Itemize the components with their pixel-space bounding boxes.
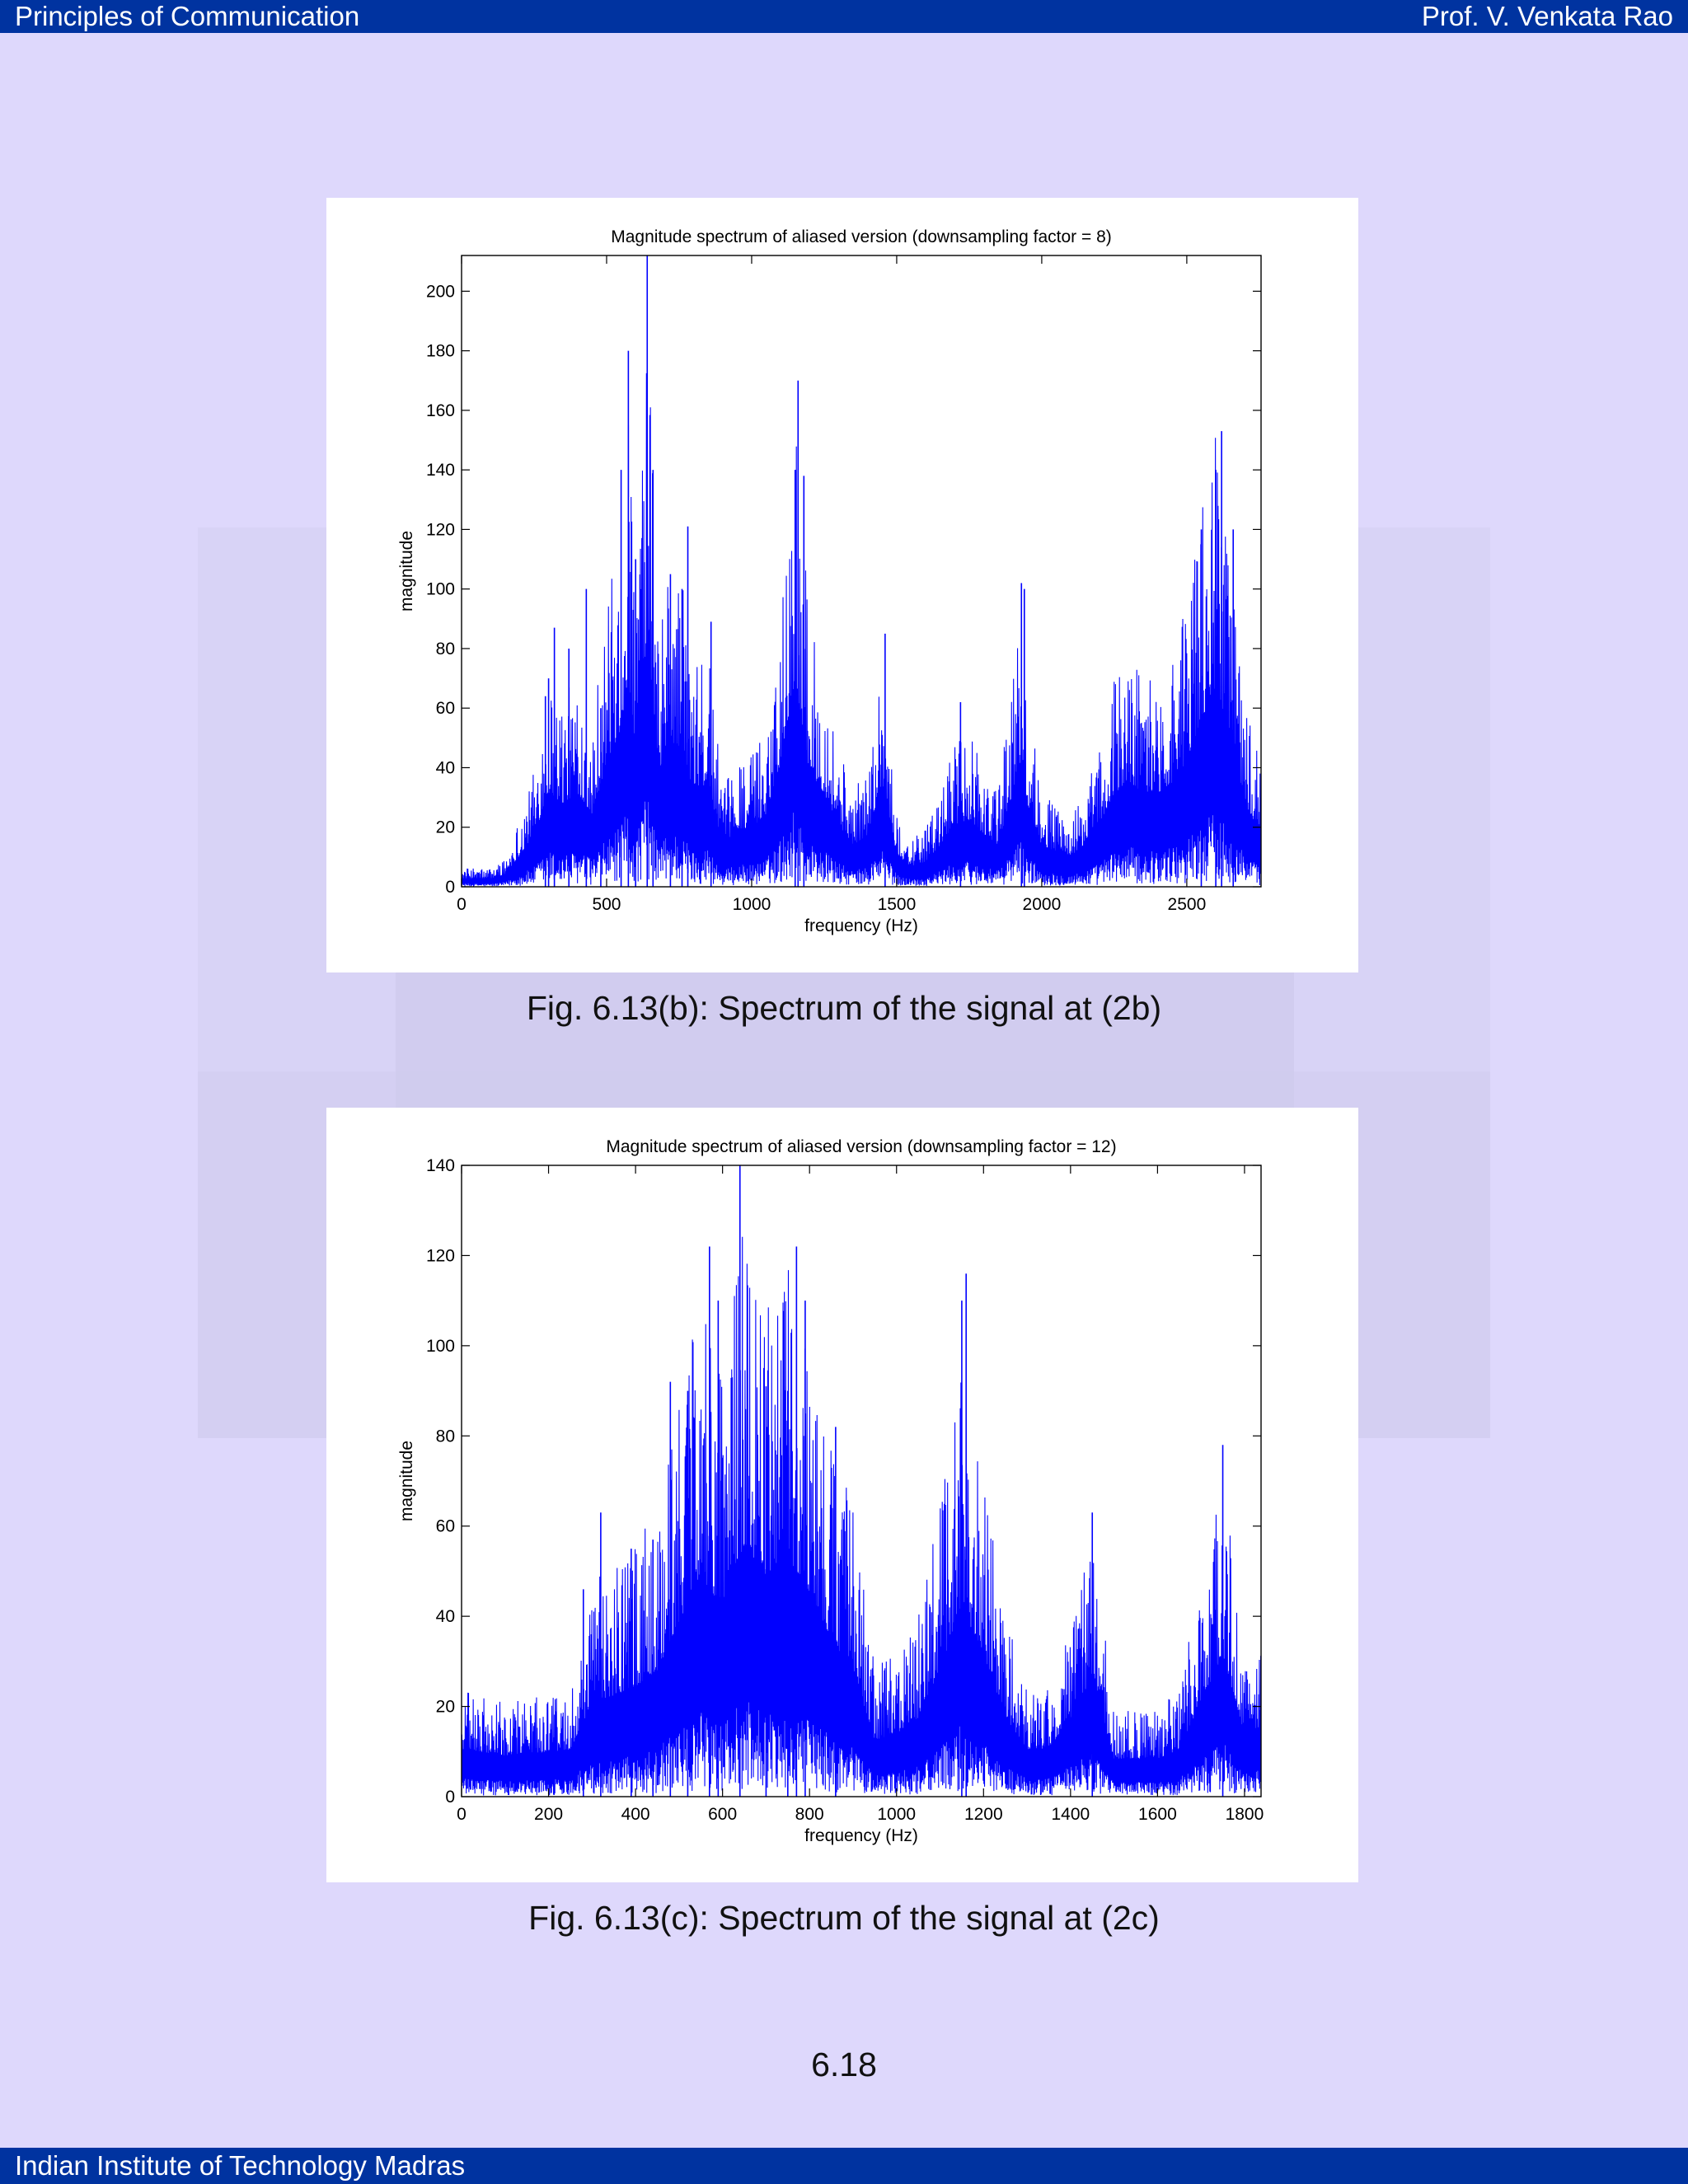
y-tick-label: 180 [426,342,455,361]
x-tick-label: 2000 [1023,895,1062,914]
y-tick-label: 40 [436,758,455,777]
figure-b-caption: Fig. 6.13(b): Spectrum of the signal at … [526,989,1162,1027]
chart-title: Magnitude spectrum of aliased version (d… [611,227,1112,246]
x-tick-label: 2500 [1168,895,1207,914]
y-tick-label: 140 [426,1156,455,1175]
y-axis-label: magnitude [397,531,416,612]
y-tick-label: 60 [436,1517,455,1536]
y-tick-label: 40 [436,1607,455,1626]
y-tick-label: 140 [426,461,455,480]
chart-title: Magnitude spectrum of aliased version (d… [606,1137,1116,1156]
y-tick-label: 20 [436,1698,455,1717]
institution-name: Indian Institute of Technology Madras [15,2150,466,2181]
x-tick-label: 800 [795,1805,824,1824]
page-number: 6.18 [811,2046,877,2083]
course-title: Principles of Communication [15,1,360,31]
x-axis-label: frequency (Hz) [804,916,918,935]
footer-bar: Indian Institute of Technology Madras [0,2148,1688,2184]
y-tick-label: 80 [436,640,455,658]
x-tick-label: 1000 [877,1805,916,1824]
y-tick-label: 100 [426,1337,455,1356]
figure-c: Magnitude spectrum of aliased version (d… [326,1108,1358,1882]
x-tick-label: 400 [621,1805,650,1824]
x-tick-label: 600 [708,1805,737,1824]
x-tick-label: 500 [592,895,621,914]
x-tick-label: 0 [457,1805,467,1824]
y-tick-label: 100 [426,580,455,599]
plot-frame [461,255,1262,888]
x-tick-label: 1200 [964,1805,1003,1824]
x-axis-label: frequency (Hz) [804,1826,918,1845]
header-bar: Principles of Communication Prof. V. Ven… [0,0,1688,33]
spectrum-chart-c: Magnitude spectrum of aliased version (d… [397,1137,1264,1845]
x-tick-label: 1400 [1051,1805,1090,1824]
y-tick-label: 80 [436,1427,455,1446]
figure-c-caption: Fig. 6.13(c): Spectrum of the signal at … [528,1899,1160,1937]
y-tick-label: 0 [445,878,455,897]
y-axis-label: magnitude [397,1441,416,1521]
x-tick-label: 1500 [878,895,917,914]
x-tick-label: 200 [534,1805,563,1824]
y-tick-label: 0 [445,1788,455,1807]
y-tick-label: 120 [426,1246,455,1265]
y-tick-label: 120 [426,520,455,539]
x-tick-label: 1000 [733,895,771,914]
y-tick-label: 20 [436,818,455,837]
spectrum-line [462,373,1261,887]
x-tick-label: 1600 [1138,1805,1177,1824]
x-tick-label: 1800 [1226,1805,1264,1824]
spectrum-line [462,1236,1261,1796]
figure-b: Magnitude spectrum of aliased version (d… [326,198,1358,972]
y-tick-label: 200 [426,282,455,301]
spectrum-chart-b: Magnitude spectrum of aliased version (d… [397,227,1262,935]
plot-frame [461,1165,1262,1797]
y-tick-label: 160 [426,401,455,420]
x-tick-label: 0 [457,895,467,914]
author-name: Prof. V. Venkata Rao [1421,1,1673,31]
y-tick-label: 60 [436,699,455,718]
